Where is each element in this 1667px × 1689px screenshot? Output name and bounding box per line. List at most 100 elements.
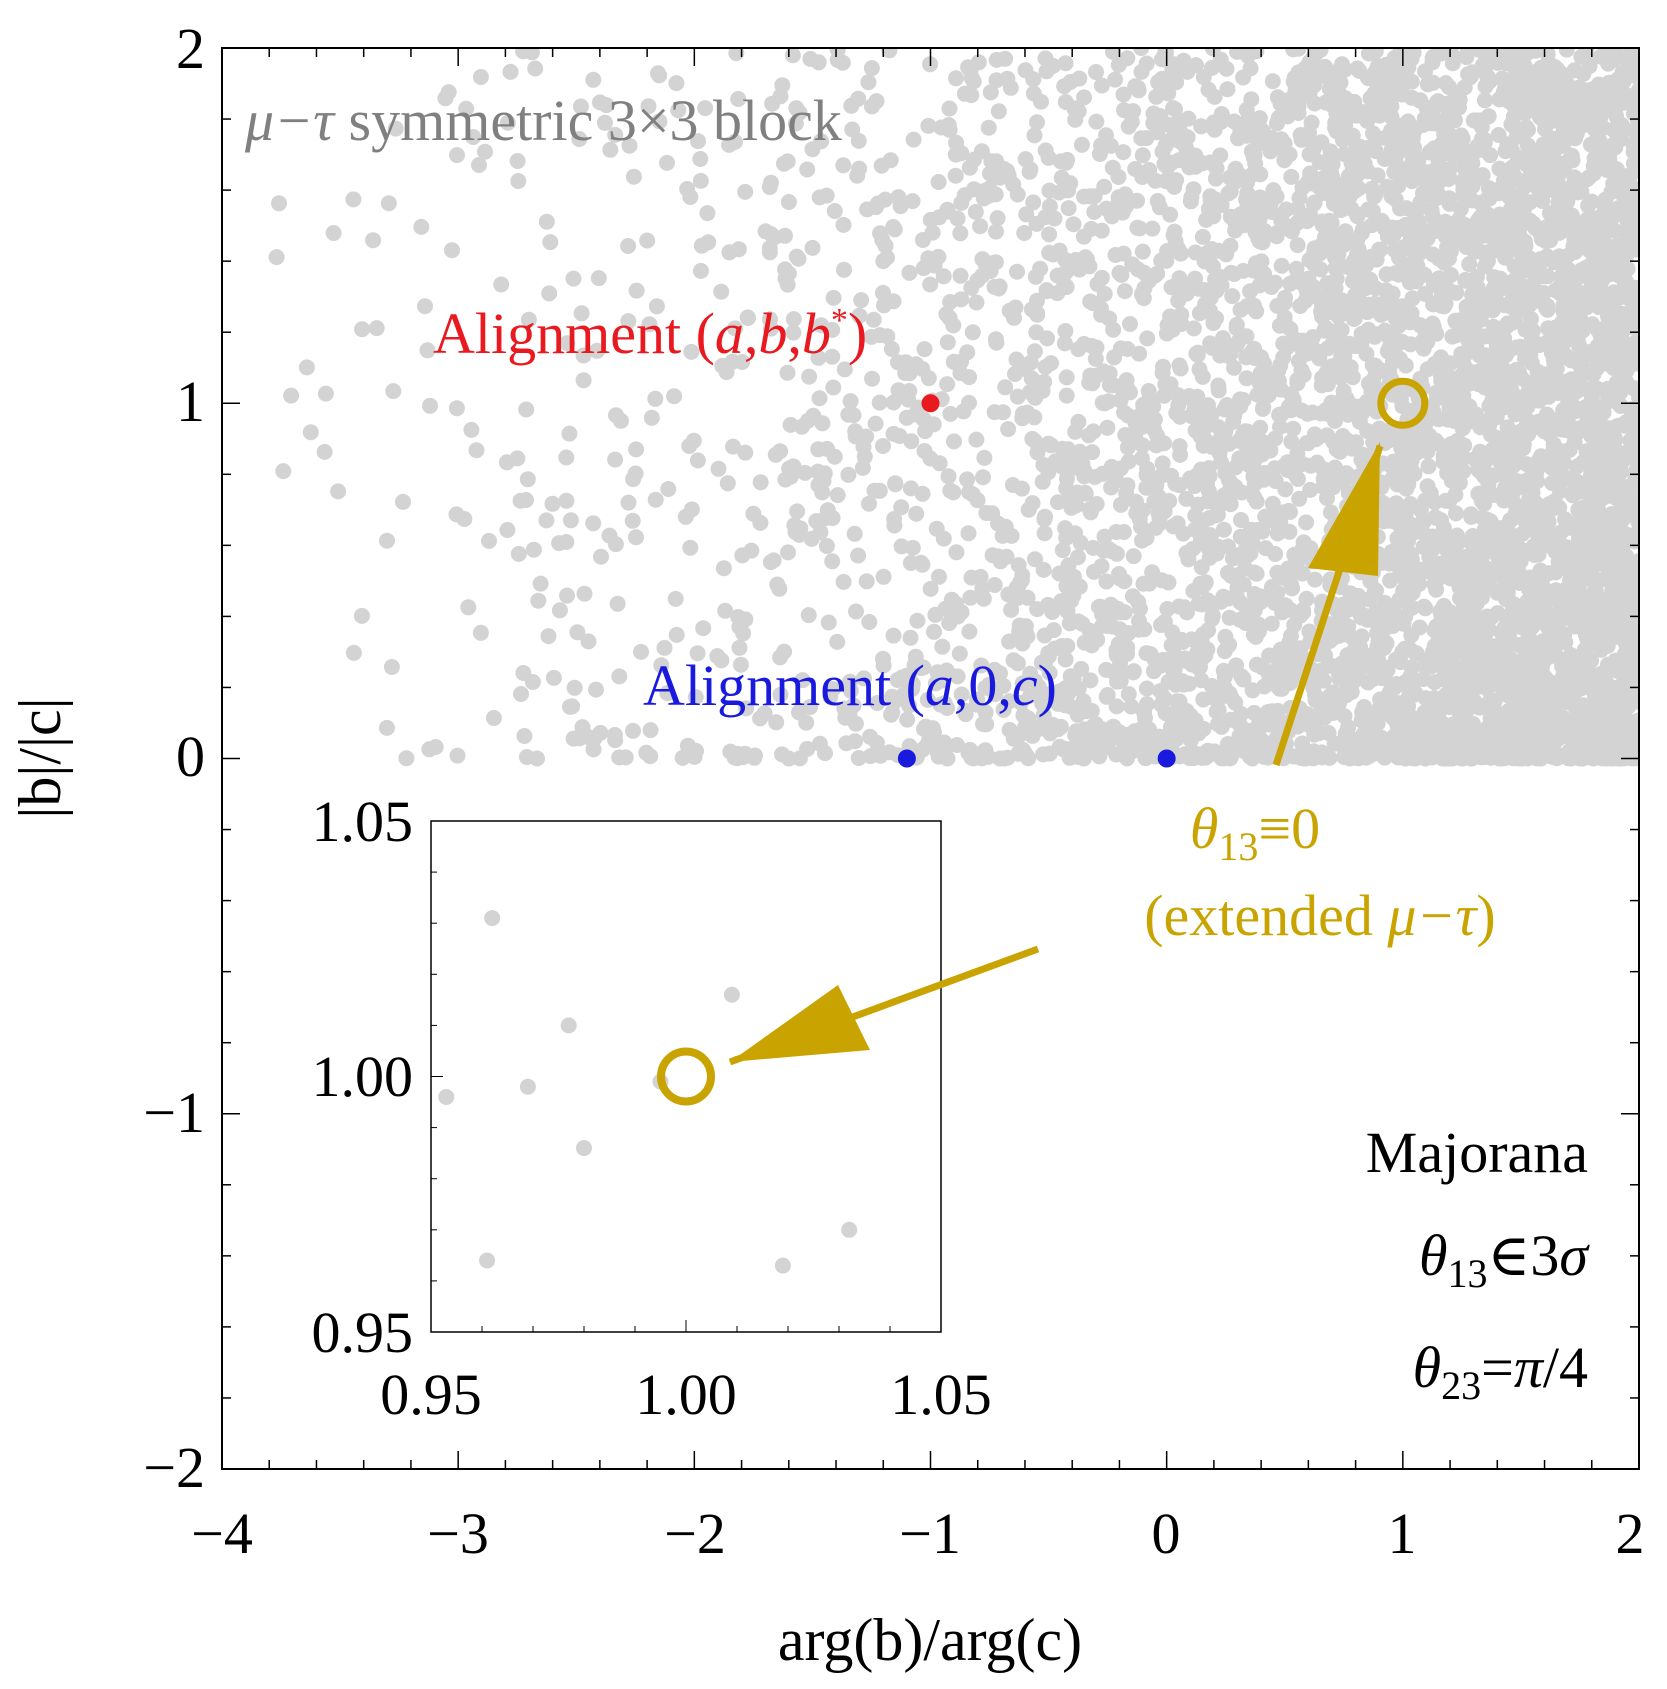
gray-scatter-point [1164, 62, 1181, 79]
gray-scatter-point [922, 450, 939, 467]
gray-scatter-point [1289, 471, 1306, 487]
gray-scatter-point [1269, 297, 1286, 314]
gray-scatter-point [1000, 421, 1017, 438]
gray-scatter-point [1425, 74, 1442, 91]
gray-scatter-point [1456, 437, 1473, 454]
gray-scatter-point [602, 141, 619, 158]
gray-scatter-point [448, 506, 465, 523]
gray-scatter-point [978, 716, 995, 733]
gray-scatter-point [1299, 213, 1315, 230]
gray-scatter-point [881, 48, 898, 59]
gray-scatter-point [1535, 294, 1551, 311]
gray-scatter-point [651, 113, 668, 130]
gray-scatter-point [1254, 446, 1271, 463]
gray-scatter-point [1061, 749, 1078, 766]
gray-scatter-point [1067, 423, 1084, 440]
gray-scatter-point [275, 463, 292, 480]
gray-scatter-point [1475, 361, 1492, 378]
gray-scatter-point [1343, 107, 1360, 124]
gray-scatter-point [940, 468, 957, 485]
gray-scatter-point [1543, 344, 1560, 361]
gray-scatter-point [1263, 615, 1280, 632]
gray-scatter-point [1101, 365, 1118, 382]
gray-scatter-point [941, 100, 958, 117]
gray-scatter-point [842, 393, 859, 410]
gray-scatter-point [1557, 511, 1574, 528]
gray-scatter-point [1071, 443, 1088, 460]
gray-scatter-point [1397, 357, 1414, 374]
gray-scatter-point [1001, 721, 1018, 738]
gray-scatter-point [633, 643, 649, 660]
gray-scatter-point [1404, 152, 1421, 169]
gray-scatter-point [1193, 118, 1210, 135]
gray-scatter-point [963, 279, 980, 296]
gray-scatter-point [1125, 548, 1142, 565]
gray-scatter-point [1294, 602, 1311, 619]
gray-scatter-point [1084, 375, 1101, 392]
gray-scatter-point [961, 741, 978, 758]
gray-scatter-point [1208, 507, 1224, 524]
gray-scatter-point [853, 292, 870, 309]
gray-scatter-point [472, 69, 489, 85]
gray-scatter-point [1444, 328, 1461, 345]
gray-scatter-point [983, 153, 1000, 170]
gray-scatter-point [647, 390, 664, 407]
gray-scatter-point [1485, 330, 1502, 346]
gray-scatter-point [444, 242, 460, 259]
gray-scatter-point [1427, 432, 1444, 449]
gray-scatter-point [952, 365, 969, 382]
gray-scatter-point [509, 450, 526, 467]
gray-scatter-point [949, 608, 966, 625]
gray-scatter-point [1171, 598, 1187, 615]
gray-scatter-point [628, 441, 645, 458]
gray-scatter-point [1629, 636, 1639, 653]
gray-scatter-point [860, 74, 877, 91]
gray-scatter-point [628, 282, 645, 299]
gray-scatter-point [1016, 225, 1033, 241]
gray-scatter-point [1285, 420, 1302, 437]
gray-scatter-point [734, 354, 751, 370]
gray-scatter-point [1505, 529, 1522, 546]
gray-scatter-point [562, 512, 579, 529]
gray-scatter-point [607, 451, 624, 468]
gray-scatter-point [765, 552, 782, 569]
gray-scatter-point [1140, 383, 1157, 399]
gray-scatter-point [1318, 295, 1335, 312]
gray-scatter-point [1096, 285, 1113, 302]
gray-scatter-point [952, 225, 969, 242]
gray-scatter-point [824, 348, 841, 365]
gray-scatter-point [1423, 540, 1440, 557]
gray-scatter-point [585, 741, 602, 758]
gray-scatter-point [840, 466, 857, 483]
gray-scatter-point [939, 334, 956, 351]
gray-scatter-point [1540, 673, 1557, 690]
gray-scatter-point [785, 324, 802, 341]
gray-scatter-point [1193, 596, 1210, 613]
gray-scatter-point [1158, 325, 1175, 342]
gray-scatter-point [876, 297, 892, 314]
gray-scatter-point [1110, 189, 1127, 206]
gray-scatter-point [1257, 508, 1274, 525]
gray-scatter-point [1487, 184, 1504, 201]
gray-scatter-point [1329, 261, 1346, 278]
gray-scatter-point [1477, 258, 1493, 275]
gray-scatter-point [990, 103, 1007, 120]
gray-scatter-point [1570, 681, 1587, 698]
gray-scatter-point [929, 664, 946, 681]
gray-scatter-point [1481, 73, 1498, 90]
gray-scatter-point [621, 137, 638, 154]
gray-scatter-point [838, 735, 855, 752]
gray-scatter-point [1110, 461, 1126, 477]
gray-scatter-point [862, 728, 878, 745]
gray-scatter-point [653, 657, 670, 674]
gray-scatter-point [1613, 131, 1629, 147]
gray-scatter-point [1057, 55, 1074, 72]
gray-scatter-point [1498, 608, 1515, 625]
gray-scatter-point [448, 400, 465, 417]
gray-scatter-point [948, 70, 964, 87]
gray-scatter-point [609, 595, 626, 612]
gray-scatter-point [379, 532, 395, 549]
gray-scatter-point [1019, 589, 1036, 606]
gray-scatter-point [904, 193, 921, 210]
gray-scatter-point [1550, 558, 1567, 574]
